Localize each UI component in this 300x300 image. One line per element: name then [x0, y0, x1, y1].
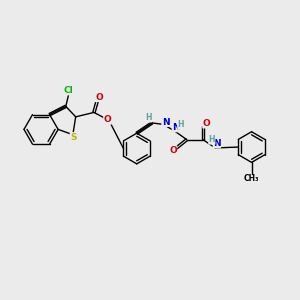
Text: N: N: [213, 139, 221, 148]
Text: N: N: [162, 118, 170, 127]
Text: CH₃: CH₃: [244, 174, 259, 183]
Text: Cl: Cl: [64, 86, 74, 95]
Text: H: H: [178, 121, 184, 130]
Text: O: O: [95, 93, 103, 102]
Text: N: N: [172, 123, 180, 132]
Text: H: H: [145, 113, 152, 122]
Text: S: S: [70, 133, 77, 142]
Text: H: H: [208, 135, 215, 144]
Text: O: O: [203, 119, 210, 128]
Text: O: O: [169, 146, 177, 155]
Text: O: O: [103, 115, 111, 124]
